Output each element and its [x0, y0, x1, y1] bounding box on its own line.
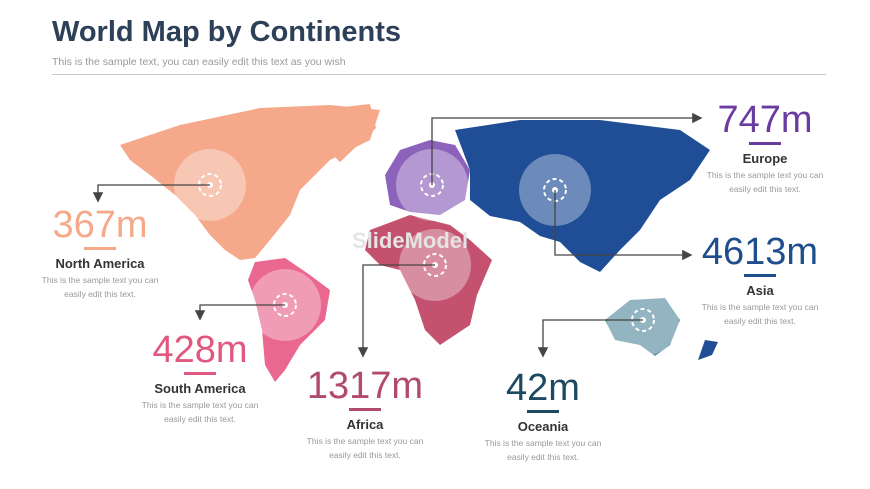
subtitle: This is the sample text, you can easily … — [52, 56, 346, 68]
description: This is the sample text you can easily e… — [484, 438, 602, 462]
underline — [184, 372, 216, 375]
population-value: 42m — [506, 367, 580, 409]
new-zealand — [698, 340, 718, 360]
north-america — [120, 105, 380, 260]
continent-label: 42m Oceania This is the sample text you ca… — [473, 368, 613, 464]
arrow — [194, 304, 285, 321]
asia — [455, 120, 710, 272]
continent-name: North America — [55, 256, 145, 271]
arrow — [431, 112, 703, 185]
continent-label: 747m Europe This is the sample text you ca… — [695, 100, 835, 196]
continent-label: 428m South America This is the sample text… — [130, 330, 270, 426]
continent-label: 1317m Africa This is the sample text you c… — [295, 366, 435, 462]
africa — [365, 215, 492, 345]
target — [631, 308, 655, 332]
europe — [385, 140, 470, 215]
watermark: SlideModel — [352, 228, 469, 253]
population-value: 1317m — [306, 365, 424, 407]
description: This is the sample text you can easily e… — [701, 302, 819, 326]
underline — [744, 274, 776, 277]
underline — [749, 142, 781, 145]
description: This is the sample text you can easily e… — [706, 170, 824, 194]
description: This is the sample text you can easily e… — [306, 436, 424, 460]
population-value: 747m — [717, 99, 813, 141]
arrows — [92, 112, 703, 358]
continent-name: South America — [154, 381, 246, 396]
population-value: 428m — [152, 329, 248, 371]
continent-name: Oceania — [517, 419, 569, 434]
target — [198, 173, 222, 197]
continent-name: Africa — [346, 417, 384, 432]
underline — [527, 410, 559, 413]
south-america — [248, 258, 330, 382]
divider — [52, 74, 826, 75]
continent-name: Asia — [746, 283, 774, 298]
underline — [84, 247, 116, 250]
oceania — [605, 298, 680, 356]
title: World Map by Continents — [52, 16, 402, 48]
arrow — [92, 184, 210, 203]
target — [273, 293, 297, 317]
population-value: 367m — [52, 204, 148, 246]
greenland — [300, 104, 376, 162]
description: This is the sample text you can easily e… — [141, 400, 259, 424]
arrow — [357, 264, 435, 358]
continent-name: Europe — [742, 151, 788, 166]
description: This is the sample text you can easily e… — [41, 275, 159, 299]
continent-label: 4613m Asia This is the sample text you can… — [690, 232, 830, 328]
continent-label: 367m North America This is the sample text… — [30, 205, 170, 301]
target — [423, 253, 447, 277]
population-value: 4613m — [701, 231, 819, 273]
arrow — [537, 319, 643, 358]
arrow — [554, 190, 693, 261]
continents — [120, 104, 718, 382]
underline — [349, 408, 381, 411]
